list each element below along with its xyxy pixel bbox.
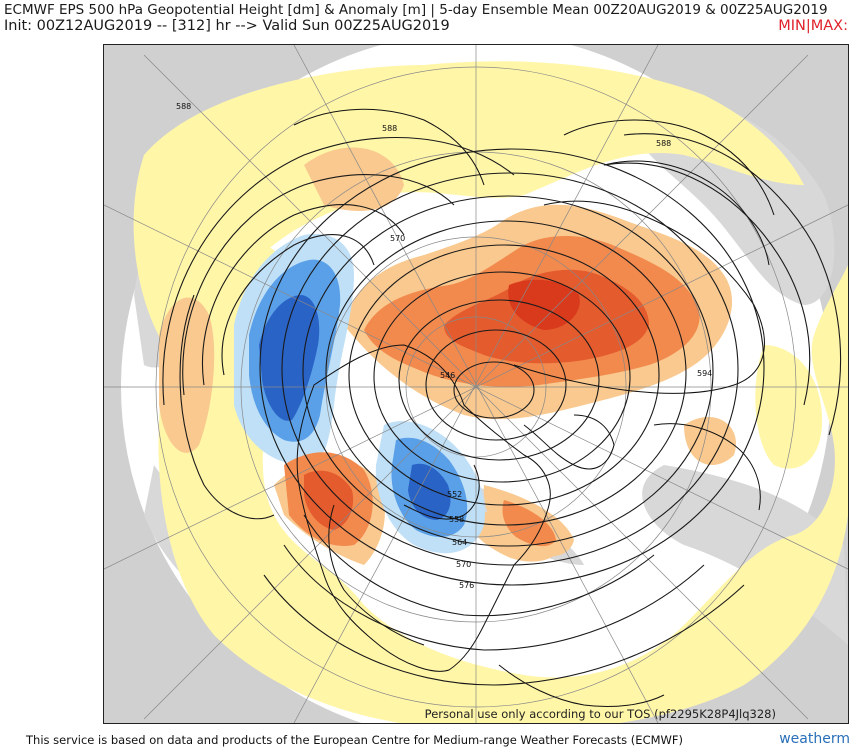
brand-link[interactable]: weatherm [779, 731, 850, 747]
init-valid-line: Init: 00Z12AUG2019 -- [312] hr --> Valid… [4, 18, 450, 34]
anomaly-positive-west-canada [284, 452, 373, 546]
anomaly-positive-east [483, 485, 574, 557]
contour-label: 564 [452, 538, 467, 547]
contour-label: 588 [176, 102, 191, 111]
map-canvas: 588 588 570 546 594 588 552 558 564 570 … [104, 45, 848, 723]
anomaly-faint-positive [133, 61, 848, 723]
contour-label: 570 [390, 234, 405, 243]
contour-label: 588 [382, 124, 397, 133]
contour-label: 552 [447, 490, 462, 499]
contour-label: 576 [459, 581, 474, 590]
ecmwf-credit: This service is based on data and produc… [26, 733, 683, 747]
contour-label: 588 [656, 139, 671, 148]
height-contours [162, 133, 842, 686]
minmax-label: MIN|MAX: [778, 18, 848, 34]
hemispheric-map: 588 588 570 546 594 588 552 558 564 570 … [103, 44, 849, 724]
contour-labels: 588 588 570 546 594 588 552 558 564 570 … [176, 102, 712, 590]
contour-label: 558 [449, 515, 464, 524]
contour-label: 570 [456, 560, 471, 569]
coastlines [293, 108, 775, 707]
contour-label: 546 [440, 371, 455, 380]
map-title: ECMWF EPS 500 hPa Geopotential Height [d… [4, 2, 828, 18]
contour-label: 594 [697, 369, 712, 378]
tos-watermark: Personal use only according to our TOS (… [424, 707, 776, 721]
